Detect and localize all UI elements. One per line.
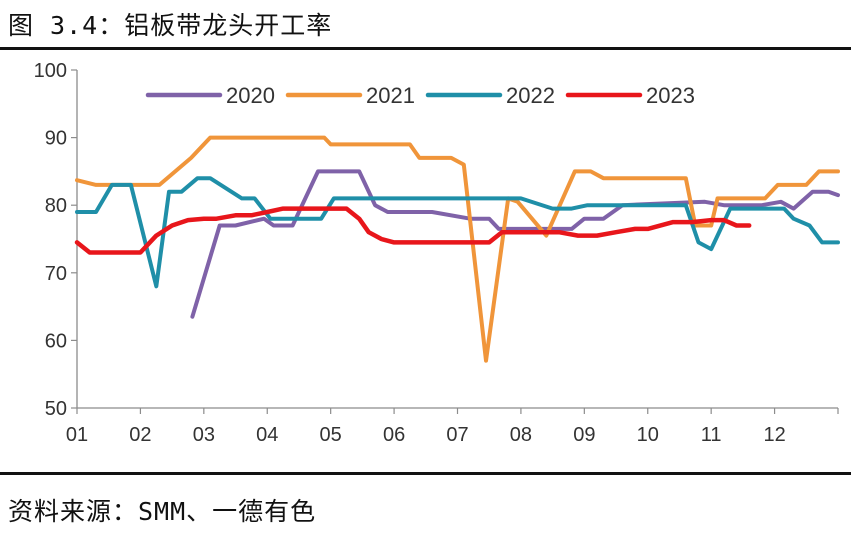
source-note: 资料来源：SMM、一德有色 (8, 497, 317, 526)
legend-label-2022: 2022 (506, 83, 555, 108)
legend-label-2021: 2021 (366, 83, 415, 108)
series-line-2023 (74, 206, 752, 255)
legend-label-2023: 2023 (646, 83, 695, 108)
x-tick-label: 01 (66, 424, 88, 446)
y-tick-label: 60 (45, 330, 67, 352)
x-tick-label: 05 (320, 424, 342, 446)
x-tick-label: 09 (573, 424, 595, 446)
x-tick-label: 04 (256, 424, 278, 446)
y-tick-label: 80 (45, 195, 67, 217)
legend-label-2020: 2020 (226, 83, 275, 108)
chart-axes: 50 60 70 80 90 100 01 02 03 04 05 06 07 08 09 10 11 12 (34, 60, 839, 446)
bottom-rule (0, 472, 851, 475)
y-tick-label: 70 (45, 263, 67, 285)
y-tick-label: 100 (34, 60, 67, 82)
line-chart: 50 60 70 80 90 100 01 02 03 04 05 06 07 08 09 10 11 12 20… (34, 60, 840, 446)
x-tick-label: 08 (510, 424, 532, 446)
chart-series (74, 135, 840, 363)
x-tick-label: 06 (383, 424, 405, 446)
y-tick-label: 90 (45, 128, 67, 150)
x-tick-label: 02 (129, 424, 151, 446)
series-line-2020 (190, 169, 840, 319)
x-tick-label: 10 (637, 424, 659, 446)
x-tick-label: 07 (446, 424, 468, 446)
series-line-2022 (75, 176, 840, 289)
y-tick-label: 50 (45, 398, 67, 420)
figure-title: 图 3.4：铝板带龙头开工率 (8, 11, 333, 40)
x-tick-label: 12 (763, 424, 785, 446)
x-tick-label: 03 (193, 424, 215, 446)
series-line-2021 (75, 135, 840, 363)
top-rule (0, 47, 851, 50)
x-tick-label: 11 (701, 424, 722, 446)
chart-legend: 2020 2021 2022 2023 (145, 83, 695, 108)
